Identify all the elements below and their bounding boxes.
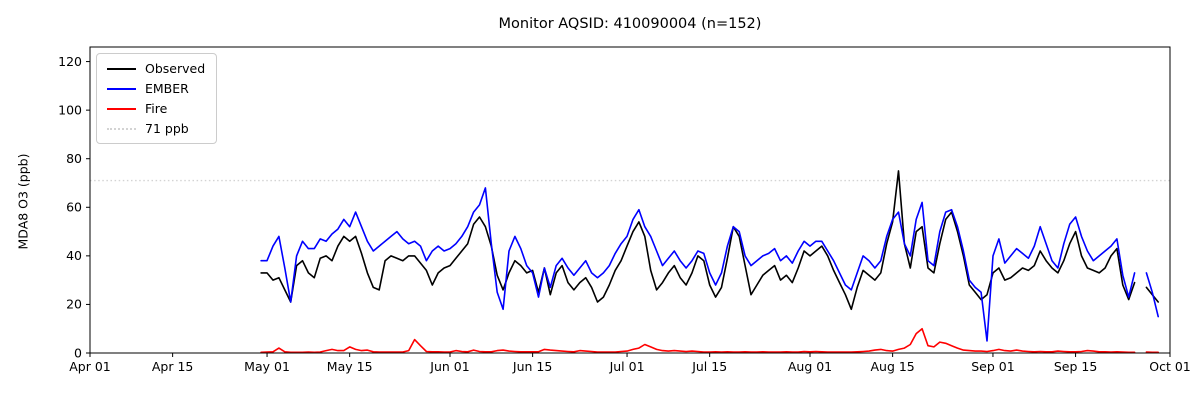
- x-tick-label: Sep 15: [1054, 359, 1097, 374]
- legend-label-ember: EMBER: [145, 81, 189, 96]
- y-tick-label: 80: [66, 151, 82, 166]
- x-tick-label: Aug 15: [870, 359, 914, 374]
- x-tick-label: Jun 01: [429, 359, 469, 374]
- x-tick-label: Apr 15: [152, 359, 194, 374]
- x-tick-label: May 01: [244, 359, 290, 374]
- y-tick-label: 40: [66, 248, 82, 263]
- series-fire-line: [260, 327, 1159, 354]
- legend-item-ember: EMBER: [107, 81, 205, 96]
- legend-label-threshold: 71 ppb: [145, 121, 189, 136]
- legend-label-observed: Observed: [145, 61, 206, 76]
- legend: Observed EMBER Fire 71 ppb: [96, 53, 218, 144]
- y-tick-label: 120: [58, 54, 82, 69]
- legend-item-fire: Fire: [107, 101, 205, 116]
- x-tick-label: Jul 15: [691, 359, 727, 374]
- legend-item-threshold: 71 ppb: [107, 121, 205, 136]
- y-tick-label: 100: [58, 102, 82, 117]
- legend-item-observed: Observed: [107, 61, 205, 76]
- legend-swatch-fire: [107, 107, 136, 110]
- chart-title: Monitor AQSID: 410090004 (n=152): [498, 16, 762, 32]
- series-ember-line: [260, 187, 1159, 342]
- x-tick-label: May 15: [327, 359, 373, 374]
- y-tick-label: 0: [74, 345, 82, 360]
- legend-swatch-observed: [107, 67, 136, 70]
- legend-label-fire: Fire: [145, 101, 168, 116]
- x-tick-label: Oct 01: [1149, 359, 1191, 374]
- y-tick-label: 60: [66, 200, 82, 215]
- legend-swatch-threshold: [107, 127, 136, 130]
- series-observed-line: [260, 170, 1159, 311]
- x-tick-label: Jun 15: [512, 359, 552, 374]
- x-tick-label: Apr 01: [69, 359, 111, 374]
- legend-swatch-ember: [107, 87, 136, 90]
- plot-frame: [89, 46, 1171, 354]
- x-tick-label: Jul 01: [609, 359, 645, 374]
- y-tick-label: 20: [66, 297, 82, 312]
- x-tick-label: Aug 01: [788, 359, 832, 374]
- x-tick-label: Sep 01: [971, 359, 1014, 374]
